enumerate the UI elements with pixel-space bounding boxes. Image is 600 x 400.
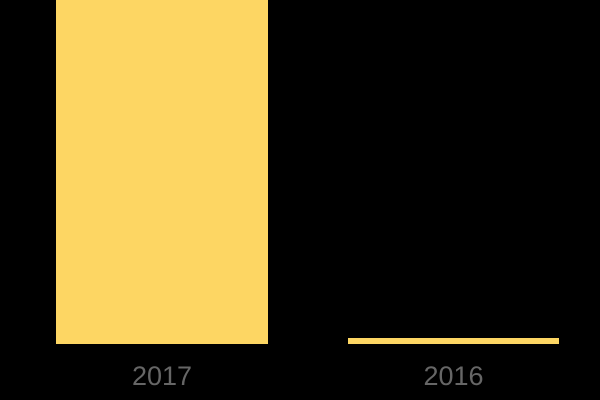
bar-2016 xyxy=(348,338,559,344)
x-axis-label-2016: 2016 xyxy=(423,361,484,391)
bar-2017 xyxy=(56,0,268,344)
x-axis-label-2017: 2017 xyxy=(131,361,193,391)
plot-area xyxy=(56,0,559,344)
